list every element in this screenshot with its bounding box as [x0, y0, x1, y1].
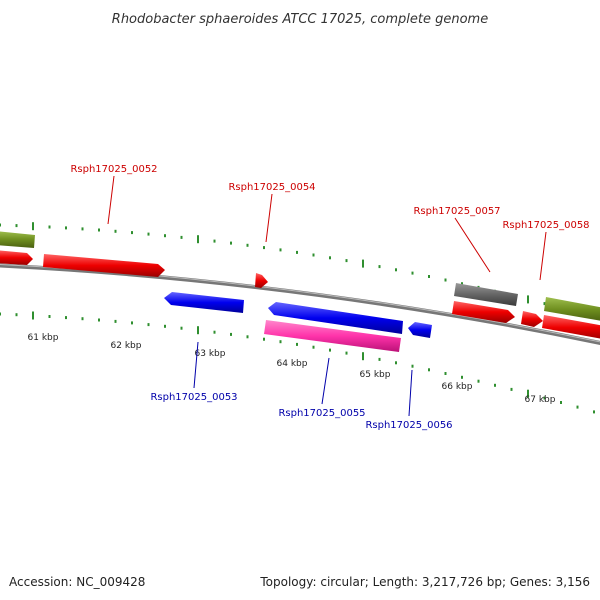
feature-olive-right[interactable] — [544, 297, 600, 322]
map-title: Rhodobacter sphaeroides ATCC 17025, comp… — [112, 12, 488, 27]
gene-labels: Rsph17025_0052 Rsph17025_0053 Rsph17025_… — [70, 164, 589, 431]
feature-forward-left[interactable] — [0, 250, 33, 265]
feature-forward-right[interactable] — [542, 315, 600, 340]
feature-pink-0055[interactable] — [264, 320, 401, 352]
tick-label-65: 65 kbp — [360, 370, 391, 380]
gene-label-0058[interactable]: Rsph17025_0058 — [502, 220, 589, 231]
feature-rsph17025-0052[interactable] — [43, 254, 165, 277]
tick-label-61: 61 kbp — [28, 333, 59, 343]
feature-rsph17025-0054[interactable] — [255, 273, 268, 288]
inner-tick-track — [0, 311, 595, 414]
leader-0056 — [408, 369, 413, 417]
leader-0054 — [265, 193, 273, 243]
tick-labels: 61 kbp 62 kbp 63 kbp 64 kbp 65 kbp 66 kb… — [28, 333, 556, 405]
accession-text: Accession: NC_009428 — [9, 575, 145, 589]
genome-summary-text: Topology: circular; Length: 3,217,726 bp… — [259, 575, 590, 589]
leader-lines — [107, 175, 547, 417]
feature-rsph17025-0053[interactable] — [164, 292, 244, 313]
gene-label-0055[interactable]: Rsph17025_0055 — [278, 408, 365, 419]
feature-rsph17025-0057[interactable] — [454, 283, 518, 306]
tick-label-64: 64 kbp — [277, 359, 308, 369]
feature-olive-left[interactable] — [0, 231, 35, 248]
gene-label-0052[interactable]: Rsph17025_0052 — [70, 164, 157, 175]
gene-label-0057[interactable]: Rsph17025_0057 — [413, 206, 500, 217]
tick-label-66: 66 kbp — [442, 382, 473, 392]
feature-rsph17025-0056[interactable] — [408, 322, 432, 338]
reverse-strand-features — [164, 292, 432, 352]
gene-label-0053[interactable]: Rsph17025_0053 — [150, 392, 237, 403]
tick-label-62: 62 kbp — [111, 341, 142, 351]
feature-forward-057b[interactable] — [452, 301, 515, 323]
gene-label-0056[interactable]: Rsph17025_0056 — [365, 420, 452, 431]
forward-strand-features — [0, 231, 600, 340]
leader-0057 — [454, 217, 491, 273]
gene-label-0054[interactable]: Rsph17025_0054 — [228, 182, 315, 193]
feature-rsph17025-0055[interactable] — [268, 302, 403, 334]
genome-backbone — [0, 263, 600, 345]
leader-0053 — [193, 341, 199, 389]
feature-rsph17025-0058[interactable] — [521, 311, 543, 327]
leader-0052 — [107, 175, 115, 225]
outer-tick-track — [0, 222, 595, 319]
tick-label-67: 67 kbp — [525, 395, 556, 405]
tick-label-63: 63 kbp — [195, 349, 226, 359]
leader-0058 — [539, 231, 547, 281]
leader-0055 — [321, 357, 330, 405]
